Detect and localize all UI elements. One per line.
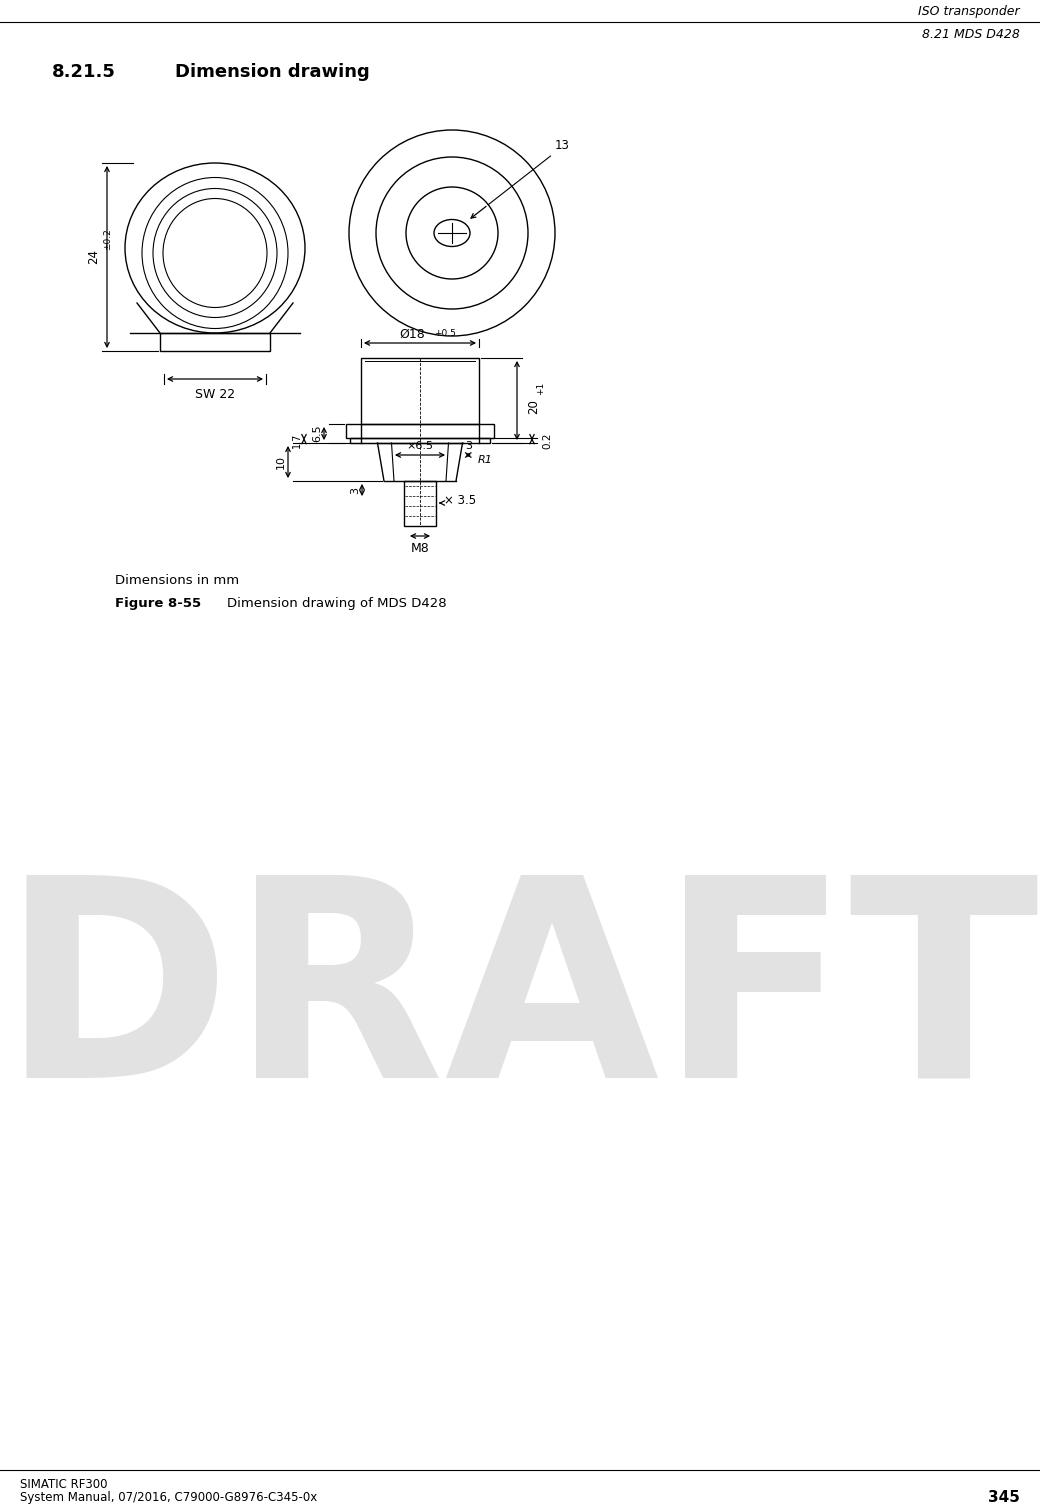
Text: 8.21 MDS D428: 8.21 MDS D428 [922,27,1020,41]
Text: +0.5: +0.5 [434,330,456,338]
Text: Ø18: Ø18 [399,327,425,341]
Text: 8.21.5: 8.21.5 [52,63,115,81]
Text: 13: 13 [554,139,569,152]
Text: 6.5: 6.5 [312,425,322,442]
Text: ISO transponder: ISO transponder [918,6,1020,18]
Text: ×6.5: ×6.5 [407,440,434,451]
Text: 0.2: 0.2 [542,433,552,449]
Text: 3: 3 [350,487,360,493]
Text: Dimension drawing of MDS D428: Dimension drawing of MDS D428 [210,597,446,609]
Text: 3: 3 [465,440,472,451]
Text: DRAFT: DRAFT [1,866,1039,1136]
Text: 1.7: 1.7 [292,433,302,448]
Text: 345: 345 [988,1490,1020,1505]
Text: System Manual, 07/2016, C79000-G8976-C345-0x: System Manual, 07/2016, C79000-G8976-C34… [20,1491,317,1505]
Text: R1: R1 [478,455,493,464]
Text: × 3.5: × 3.5 [444,495,476,508]
Bar [361,357,479,424]
Text: Dimension drawing: Dimension drawing [175,63,370,81]
Bar [404,481,436,526]
Text: 24: 24 [87,249,100,264]
Bar [346,424,494,437]
Text: SW 22: SW 22 [194,388,235,401]
Text: Dimensions in mm: Dimensions in mm [115,575,239,588]
Text: Figure 8-55: Figure 8-55 [115,597,201,609]
Text: SIMATIC RF300: SIMATIC RF300 [20,1478,107,1490]
Text: 10: 10 [276,455,286,469]
Text: M8: M8 [411,541,430,555]
Text: +1: +1 [536,382,545,395]
Text: ±0.2: ±0.2 [104,228,112,250]
Bar [160,333,270,351]
Text: 20: 20 [527,400,540,413]
Bar [350,437,490,443]
